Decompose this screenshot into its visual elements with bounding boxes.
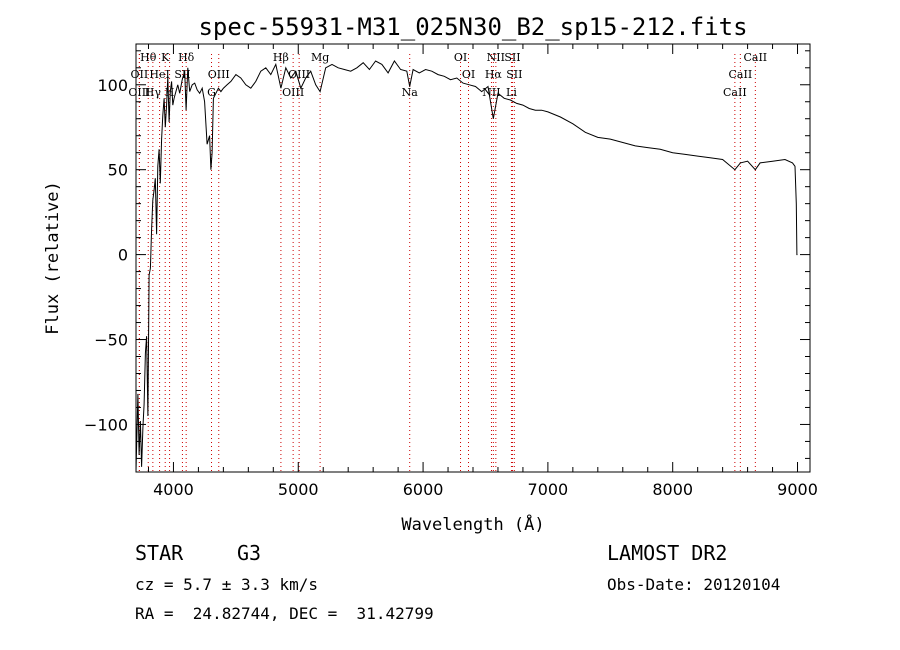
spectral-line-label: OIII xyxy=(288,68,310,81)
x-axis-ticks: 4000 5000 6000 7000 8000 9000 xyxy=(147,44,818,499)
spectrum-series-line xyxy=(135,60,798,473)
spectral-line-label: NII xyxy=(487,51,505,64)
spectral-line-label: OIII xyxy=(208,68,230,81)
y-axis-label: Flux (relative) xyxy=(43,181,63,335)
x-axis-label: Wavelength (Å) xyxy=(401,513,544,535)
y-tick-label: −100 xyxy=(84,415,128,434)
spectral-line-label: Hγ xyxy=(145,86,162,99)
y-tick-label: 100 xyxy=(97,76,128,95)
object-class: STAR xyxy=(135,541,184,565)
spectral-line-label: OI xyxy=(462,68,475,81)
spectral-line-label: Li xyxy=(506,86,517,99)
object-subclass: G3 xyxy=(237,541,262,565)
y-tick-label: 50 xyxy=(108,161,128,180)
spectral-line-label: K xyxy=(161,51,170,64)
x-tick-label: 9000 xyxy=(777,480,818,499)
spectral-line-label: SII xyxy=(504,51,520,64)
survey-name: LAMOST DR2 xyxy=(607,541,728,565)
spectrum-chart: spec-55931-M31_025N30_B2_sp15-212.fits H… xyxy=(43,13,818,535)
spectral-line-label: Na xyxy=(402,86,419,99)
spectral-line-label: OII xyxy=(131,68,149,81)
spectral-line-label: OIII xyxy=(282,86,304,99)
x-tick-label: 6000 xyxy=(403,480,444,499)
spectral-line-label: SII xyxy=(506,68,522,81)
spectral-line-label: SII xyxy=(174,68,190,81)
x-tick-label: 8000 xyxy=(652,480,693,499)
sky-coordinates: RA = 24.82744, DEC = 31.42799 xyxy=(135,604,434,623)
spectral-line-label: CaII xyxy=(729,68,753,81)
x-tick-label: 7000 xyxy=(528,480,569,499)
spectral-line-label: Hθ xyxy=(140,51,157,64)
chart-title: spec-55931-M31_025N30_B2_sp15-212.fits xyxy=(198,13,747,41)
observation-date: Obs-Date: 20120104 xyxy=(607,575,781,594)
y-tick-label: 0 xyxy=(118,246,128,265)
spectral-line-label: G xyxy=(207,86,216,99)
x-tick-label: 5000 xyxy=(278,480,319,499)
spectral-line-label: Hα xyxy=(485,68,503,81)
plot-frame xyxy=(135,43,811,473)
spectral-line-label: CaII xyxy=(743,51,767,64)
y-axis-ticks: −100 −50 0 50 100 xyxy=(84,50,810,459)
spectral-line-label: Hδ xyxy=(178,51,195,64)
spectral-line-label: HeI xyxy=(149,68,169,81)
x-tick-label: 4000 xyxy=(153,480,194,499)
spectral-line-label: CaII xyxy=(723,86,747,99)
spectral-line-label: Mg xyxy=(311,51,329,64)
spectral-line-label: OIII xyxy=(128,86,150,99)
spectral-line-markers xyxy=(138,54,756,472)
spectral-line-label: Hβ xyxy=(273,51,289,64)
spectral-line-label: OI xyxy=(454,51,467,64)
spectral-line-label: H xyxy=(165,86,175,99)
redshift-velocity: cz = 5.7 ± 3.3 km/s xyxy=(135,575,319,594)
y-tick-label: −50 xyxy=(94,331,128,350)
spectral-line-label: NII xyxy=(482,86,500,99)
